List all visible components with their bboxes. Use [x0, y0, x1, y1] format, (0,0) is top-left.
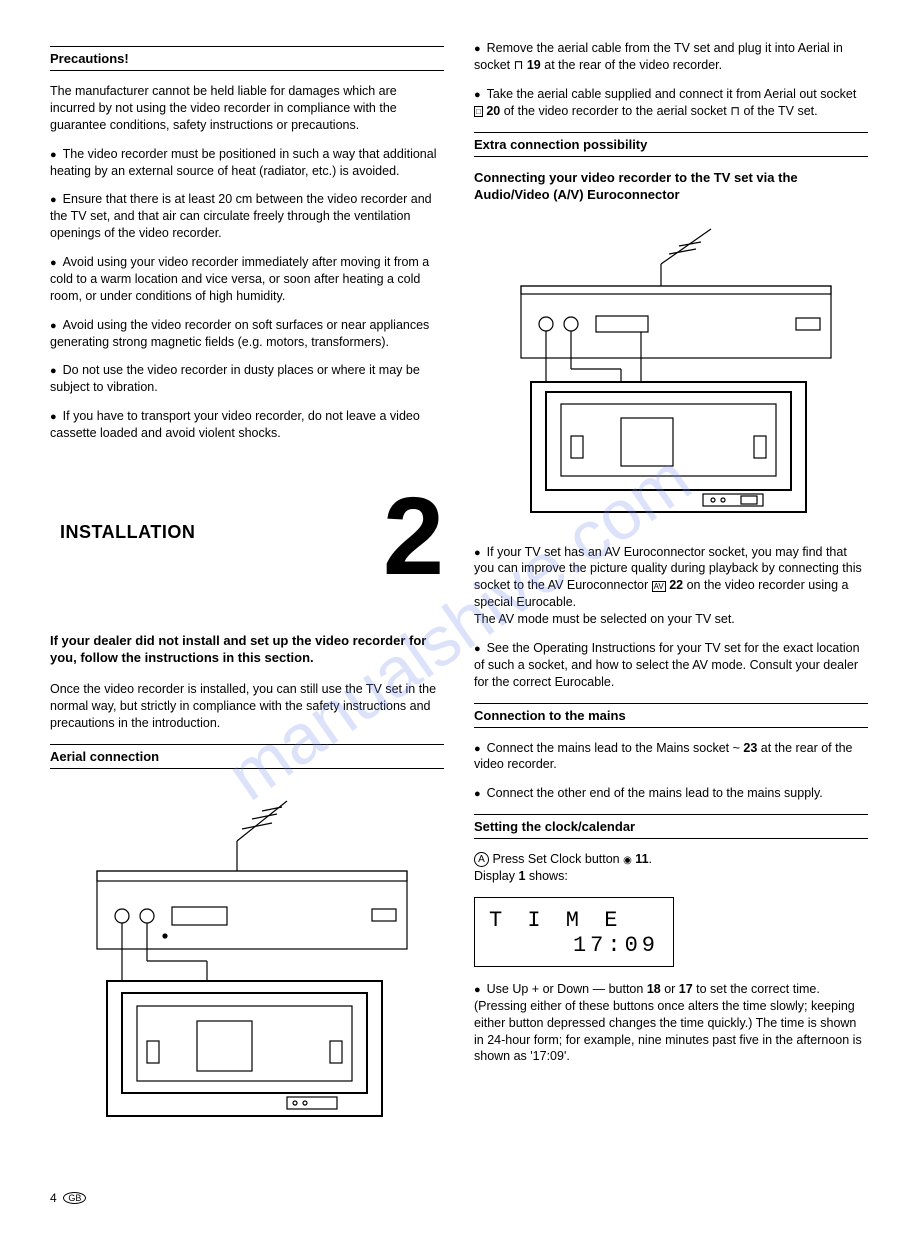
- precaution-bullet-4: Avoid using the video recorder on soft s…: [50, 317, 444, 351]
- mains-header: Connection to the mains: [474, 703, 868, 728]
- chapter-number: 2: [383, 482, 444, 592]
- page-footer: 4 GB: [50, 1191, 868, 1205]
- av-diagram: [474, 214, 868, 524]
- right-column: Remove the aerial cable from the TV set …: [474, 40, 868, 1141]
- installation-heading-block: INSTALLATION 2: [50, 492, 444, 582]
- lcd-display: T I M E 17:09: [474, 897, 674, 967]
- lcd-line-1: T I M E: [489, 908, 659, 933]
- clock-icon: [623, 852, 632, 866]
- precautions-header: Precautions!: [50, 46, 444, 71]
- clock-header: Setting the clock/calendar: [474, 814, 868, 839]
- page-number: 4: [50, 1191, 57, 1205]
- mains-bullet-1: Connect the mains lead to the Mains sock…: [474, 740, 868, 774]
- precaution-bullet-1: The video recorder must be positioned in…: [50, 146, 444, 180]
- installation-title: INSTALLATION: [60, 522, 195, 543]
- mains-bullet-2: Connect the other end of the mains lead …: [474, 785, 868, 802]
- precautions-intro: The manufacturer cannot be held liable f…: [50, 83, 444, 134]
- precaution-bullet-5: Do not use the video recorder in dusty p…: [50, 362, 444, 396]
- install-body: Once the video recorder is installed, yo…: [50, 681, 444, 732]
- precaution-bullet-2: Ensure that there is at least 20 cm betw…: [50, 191, 444, 242]
- precaution-bullet-3: Avoid using your video recorder immediat…: [50, 254, 444, 305]
- aerial-header: Aerial connection: [50, 744, 444, 769]
- lcd-line-2: 17:09: [489, 933, 659, 958]
- step-letter-a: A: [474, 852, 489, 867]
- aerial-remove-bullet: Remove the aerial cable from the TV set …: [474, 40, 868, 74]
- clock-step-a: A Press Set Clock button 11. Display 1 s…: [474, 851, 868, 885]
- gb-badge: GB: [63, 1192, 86, 1204]
- precaution-bullet-6: If you have to transport your video reco…: [50, 408, 444, 442]
- extra-connection-header: Extra connection possibility: [474, 132, 868, 157]
- av-note-2: See the Operating Instructions for your …: [474, 640, 868, 691]
- updown-note: Use Up + or Down — button 18 or 17 to se…: [474, 981, 868, 1065]
- av-euroconnector-title: Connecting your video recorder to the TV…: [474, 169, 868, 204]
- dealer-note: If your dealer did not install and set u…: [50, 632, 444, 667]
- aerial-connect-bullet: Take the aerial cable supplied and conne…: [474, 86, 868, 120]
- aerial-diagram: [50, 781, 444, 1121]
- av-note-1: If your TV set has an AV Euroconnector s…: [474, 544, 868, 628]
- left-column: Precautions! The manufacturer cannot be …: [50, 40, 444, 1141]
